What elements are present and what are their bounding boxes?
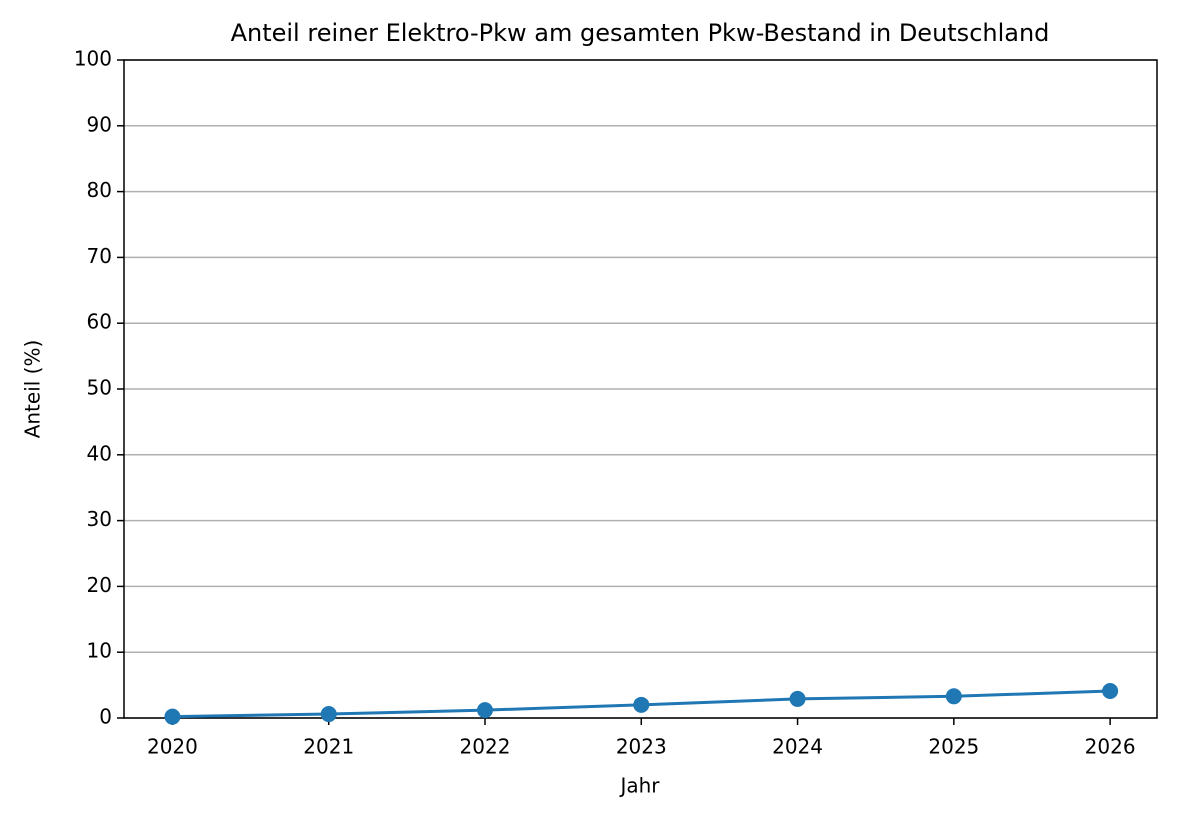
y-tick-label: 20 [87,573,112,597]
y-axis-label: Anteil (%) [21,340,45,439]
x-tick-label: 2026 [1085,735,1136,759]
point [477,702,494,719]
chart-title: Anteil reiner Elektro-Pkw am gesamten Pk… [231,19,1050,47]
x-tick-label: 2023 [616,735,667,759]
y-tick-label: 100 [74,47,112,71]
y-tick-label: 40 [87,441,112,465]
y-tick-label: 30 [87,507,112,531]
y-tick-label: 90 [87,112,112,136]
x-axis-label: Jahr [618,774,660,798]
x-tick-label: 2025 [928,735,979,759]
point [164,708,181,725]
x-tick-label: 2020 [147,735,198,759]
axes-frame [123,59,1158,719]
point [1102,683,1119,700]
y-tick-label: 0 [99,705,112,729]
y-tick-label: 70 [87,244,112,268]
y-tick-label: 50 [87,376,112,400]
y-tick-label: 10 [87,639,112,663]
point [320,706,337,723]
x-tick-label: 2021 [303,735,354,759]
point [789,690,806,707]
point [633,696,650,713]
y-tick-label: 60 [87,310,112,334]
x-tick-label: 2024 [772,735,823,759]
y-tick-label: 80 [87,178,112,202]
x-tick-label: 2022 [460,735,511,759]
point [945,688,962,705]
